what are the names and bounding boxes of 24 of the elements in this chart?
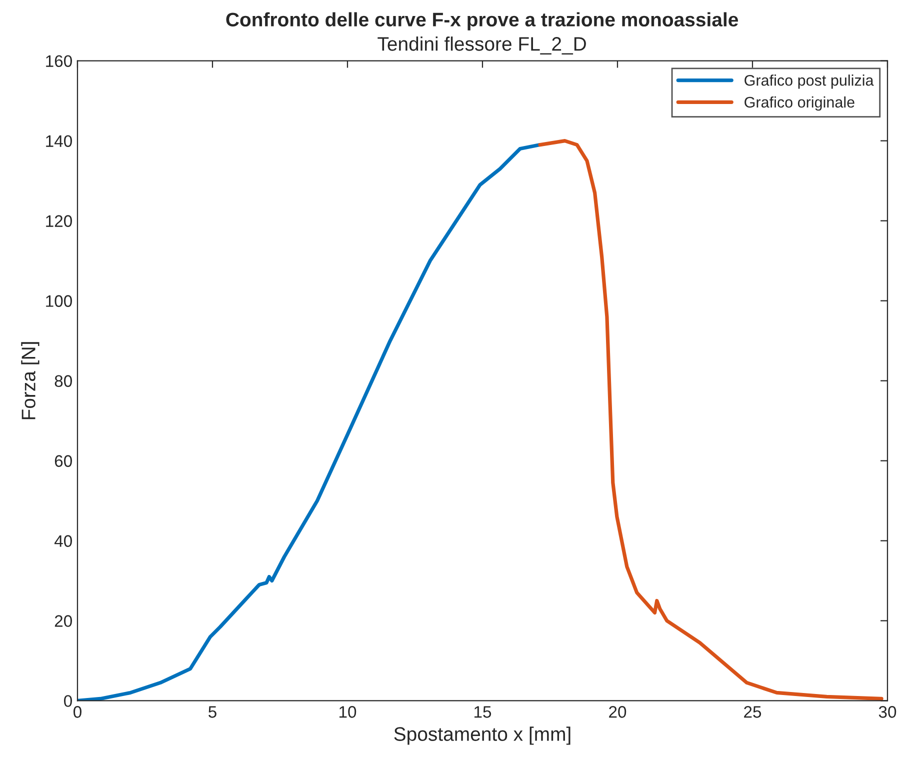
x-tick-label: 15 (474, 706, 492, 718)
chart-subtitle: Tendini flessore FL_2_D (378, 36, 586, 54)
y-tick-label: 40 (54, 535, 72, 547)
line-series (77, 142, 542, 701)
x-tick-label: 20 (609, 706, 626, 718)
line-series (538, 138, 884, 701)
y-tick-label: 120 (46, 215, 72, 227)
x-tick-label: 30 (878, 706, 896, 718)
chart-title: Confronto delle curve F-x prove a trazione monoassiale (226, 12, 738, 30)
legend-label: Grafico post pulizia (744, 74, 874, 89)
y-tick-label: 140 (46, 135, 72, 147)
x-tick-label: 25 (744, 706, 762, 718)
y-axis-title: Forza [N] (21, 342, 40, 420)
x-axis-title: Spostamento x [mm] (394, 726, 570, 745)
legend-label: Grafico originale (744, 96, 854, 111)
y-tick-label: 60 (54, 455, 72, 467)
y-tick-label: 160 (46, 55, 72, 68)
y-tick-label: 0 (64, 695, 72, 707)
y-tick-label: 80 (54, 375, 72, 387)
x-tick-label: 0 (74, 706, 82, 718)
y-tick-label: 20 (54, 615, 72, 627)
y-tick-label: 100 (46, 295, 72, 307)
x-tick-label: 10 (339, 706, 356, 718)
x-tick-label: 5 (208, 706, 216, 718)
